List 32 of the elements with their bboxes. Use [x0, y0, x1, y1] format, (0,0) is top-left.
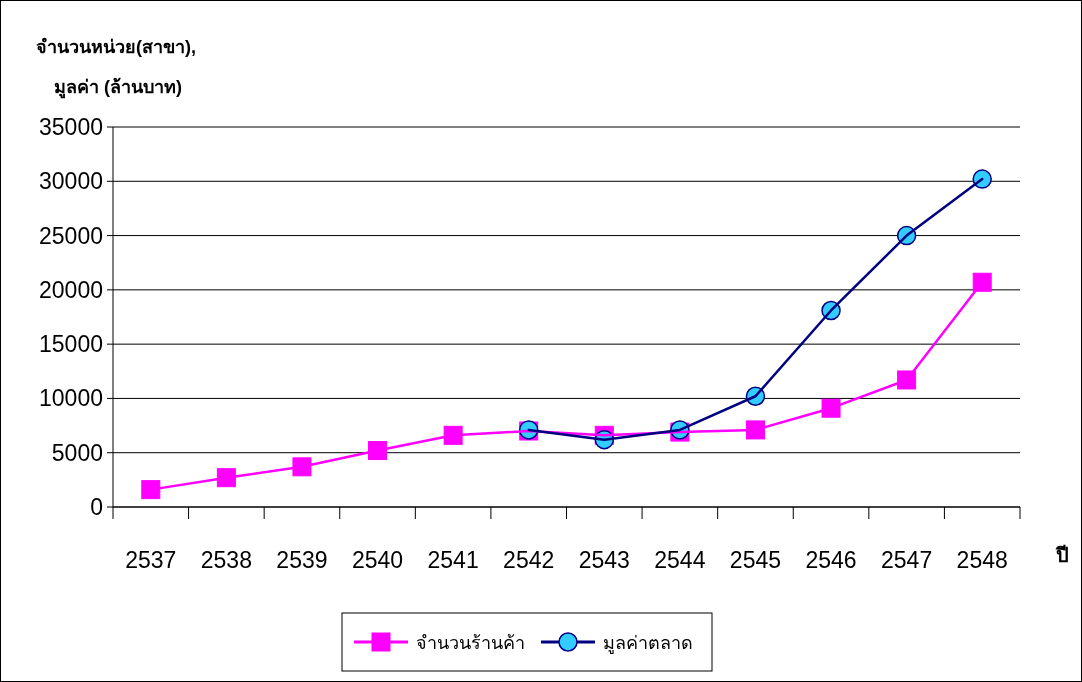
xtick: 2543 — [578, 547, 630, 573]
legend-label: มูลค่าตลาด — [603, 633, 693, 654]
xtick: 2542 — [503, 547, 555, 573]
xtick: 2545 — [729, 547, 782, 573]
ytick: 25000 — [39, 222, 103, 249]
xtick: 2541 — [427, 547, 479, 573]
xtick: 2539 — [276, 547, 328, 573]
point — [292, 457, 312, 477]
xtick: 2540 — [351, 547, 404, 573]
xtick: 2544 — [654, 547, 706, 573]
ytick: 15000 — [39, 331, 103, 358]
point — [972, 272, 992, 292]
ytick: 30000 — [39, 168, 103, 195]
point — [821, 398, 841, 418]
ytick: 0 — [90, 494, 103, 520]
ylabel: มูลค่า (ล้านบาท) — [54, 77, 182, 97]
ytick: 20000 — [39, 276, 103, 303]
ytick: 35000 — [39, 114, 103, 140]
legend-label: จำนวนร้านค้า — [416, 633, 525, 653]
xtick: 2548 — [956, 547, 1008, 573]
xtick: 2538 — [200, 547, 252, 573]
xtick: 2537 — [125, 547, 177, 573]
point — [141, 480, 161, 500]
point — [972, 169, 992, 189]
point — [443, 425, 463, 445]
xtick: 2546 — [805, 547, 857, 573]
xtick: 2547 — [881, 547, 933, 573]
ytick: 5000 — [51, 439, 103, 466]
point — [745, 420, 765, 440]
ytick: 10000 — [39, 385, 103, 412]
xlabel: ปี — [1055, 544, 1069, 566]
ylabel: จำนวนหน่วย(สาขา), — [36, 37, 196, 57]
